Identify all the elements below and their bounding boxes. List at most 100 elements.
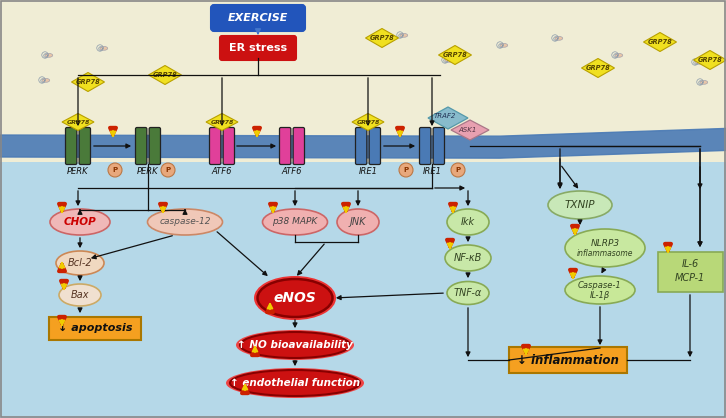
Text: PERK: PERK [68, 168, 89, 176]
Text: EXERCISE: EXERCISE [228, 13, 288, 23]
Ellipse shape [548, 191, 612, 219]
FancyBboxPatch shape [433, 127, 444, 165]
Text: ASK1: ASK1 [459, 127, 477, 133]
Polygon shape [428, 107, 468, 129]
FancyBboxPatch shape [293, 127, 304, 165]
Ellipse shape [445, 59, 453, 62]
Ellipse shape [447, 281, 489, 304]
Text: GRP78: GRP78 [152, 72, 177, 78]
Text: Ikk: Ikk [461, 217, 475, 227]
Text: JNK: JNK [350, 217, 366, 227]
Text: NLRP3: NLRP3 [590, 239, 619, 247]
Ellipse shape [451, 163, 465, 177]
Ellipse shape [147, 209, 222, 235]
Ellipse shape [56, 251, 104, 275]
Text: IRE1: IRE1 [359, 168, 378, 176]
Text: GRP78: GRP78 [370, 35, 394, 41]
Text: GRP78: GRP78 [211, 120, 234, 125]
Ellipse shape [50, 209, 110, 235]
Ellipse shape [263, 209, 327, 235]
Text: inflammasome: inflammasome [576, 250, 633, 258]
Text: GRP78: GRP78 [66, 120, 90, 125]
Ellipse shape [399, 163, 413, 177]
Bar [0, 162, 726, 418]
Text: GRP78: GRP78 [443, 52, 468, 58]
Ellipse shape [400, 33, 408, 37]
FancyBboxPatch shape [65, 127, 77, 165]
Text: GRP78: GRP78 [76, 79, 100, 85]
Text: ER stress: ER stress [229, 43, 287, 53]
Text: IRE1: IRE1 [423, 168, 441, 176]
Ellipse shape [254, 276, 336, 320]
Text: TXNIP: TXNIP [565, 200, 595, 210]
Polygon shape [149, 66, 182, 84]
FancyBboxPatch shape [210, 127, 221, 165]
Ellipse shape [236, 330, 354, 360]
Polygon shape [62, 114, 94, 130]
FancyBboxPatch shape [136, 127, 147, 165]
Text: GRP78: GRP78 [356, 120, 380, 125]
Bar [658, 252, 722, 292]
Text: ↑ NO bioavailability: ↑ NO bioavailability [237, 340, 353, 350]
Ellipse shape [555, 36, 563, 40]
Ellipse shape [240, 332, 350, 358]
Ellipse shape [700, 80, 708, 84]
Text: Bcl-2: Bcl-2 [68, 258, 92, 268]
Polygon shape [693, 51, 726, 69]
Text: CHOP: CHOP [64, 217, 97, 227]
Ellipse shape [337, 209, 379, 235]
Text: ↓ apoptosis: ↓ apoptosis [58, 323, 132, 333]
Ellipse shape [445, 245, 491, 271]
Text: TNF-α: TNF-α [454, 288, 482, 298]
Text: eNOS: eNOS [274, 291, 317, 305]
FancyBboxPatch shape [356, 127, 367, 165]
Ellipse shape [108, 163, 122, 177]
Ellipse shape [660, 43, 668, 47]
Ellipse shape [100, 46, 107, 50]
Text: Bax: Bax [70, 290, 89, 300]
FancyBboxPatch shape [220, 36, 296, 60]
Text: ↑ endothelial function: ↑ endothelial function [230, 378, 360, 388]
Text: GRP78: GRP78 [648, 39, 672, 45]
Ellipse shape [161, 163, 175, 177]
Polygon shape [439, 46, 471, 64]
Ellipse shape [226, 368, 364, 398]
Text: Caspase-1: Caspase-1 [578, 280, 622, 290]
Text: p38 MAPK: p38 MAPK [272, 217, 318, 227]
Polygon shape [582, 59, 614, 77]
Text: ↓ inflammation: ↓ inflammation [517, 354, 619, 367]
FancyBboxPatch shape [420, 127, 431, 165]
Text: GRP78: GRP78 [586, 65, 611, 71]
Ellipse shape [500, 43, 507, 47]
Text: IL-6: IL-6 [682, 259, 698, 269]
Text: P: P [455, 167, 460, 173]
Polygon shape [352, 114, 384, 130]
Text: MCP-1: MCP-1 [675, 273, 705, 283]
Polygon shape [206, 114, 238, 130]
Polygon shape [451, 120, 489, 140]
Ellipse shape [565, 276, 635, 304]
Ellipse shape [447, 209, 489, 235]
Text: NF-κB: NF-κB [454, 253, 482, 263]
FancyBboxPatch shape [149, 127, 160, 165]
Text: P: P [166, 167, 171, 173]
Bar [0, 0, 726, 162]
Ellipse shape [45, 54, 53, 57]
FancyBboxPatch shape [280, 127, 291, 165]
Ellipse shape [258, 279, 333, 317]
FancyBboxPatch shape [211, 5, 305, 31]
Ellipse shape [615, 54, 623, 57]
Ellipse shape [42, 79, 49, 82]
Ellipse shape [59, 284, 101, 306]
Bar [49, 316, 141, 339]
Polygon shape [643, 33, 677, 51]
Bar [509, 347, 627, 373]
Ellipse shape [565, 229, 645, 267]
Text: GRP78: GRP78 [698, 57, 722, 63]
Text: TRAF2: TRAF2 [434, 113, 456, 119]
Text: ATF6: ATF6 [212, 168, 232, 176]
Ellipse shape [230, 370, 360, 396]
Polygon shape [71, 72, 105, 92]
Text: P: P [113, 167, 118, 173]
Text: P: P [404, 167, 409, 173]
